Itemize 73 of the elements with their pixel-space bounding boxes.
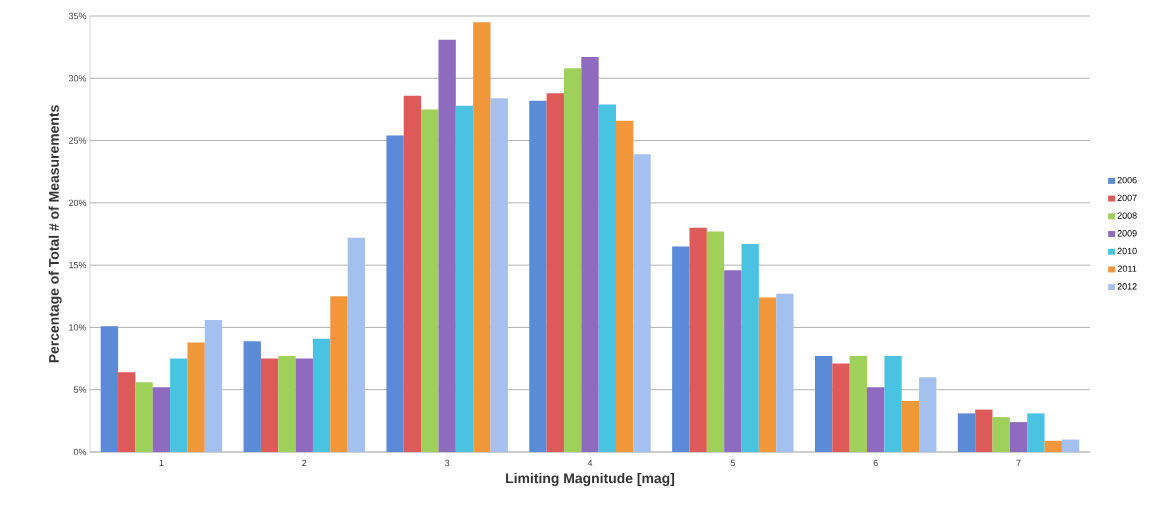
bar [758, 297, 777, 452]
y-tick-label: 0% [73, 448, 87, 456]
bar [347, 237, 365, 452]
bar [403, 95, 422, 452]
bar [849, 356, 868, 452]
bar [438, 39, 456, 452]
legend-label: 2006 [1117, 176, 1137, 184]
bar [295, 358, 313, 452]
bar [867, 387, 885, 452]
bar [616, 120, 634, 452]
bar [581, 57, 599, 452]
bar [100, 326, 119, 452]
bar [776, 293, 794, 452]
bar [832, 363, 850, 452]
bar [243, 341, 261, 452]
bar [672, 246, 690, 452]
legend-label: 2008 [1117, 212, 1137, 219]
bar [546, 93, 564, 452]
bar [724, 270, 742, 452]
bar [312, 338, 331, 452]
bar [598, 104, 617, 452]
x-tick-label: 7 [1016, 459, 1021, 466]
bar [152, 387, 171, 452]
legend-label: 2010 [1117, 247, 1137, 255]
bar [884, 356, 902, 452]
bar [187, 342, 205, 452]
bar [490, 98, 508, 452]
x-tick-label: 5 [730, 459, 735, 467]
legend-label: 2009 [1117, 230, 1137, 237]
bar [975, 409, 993, 452]
bar [563, 68, 582, 452]
bar [1061, 439, 1080, 452]
bar [1009, 422, 1028, 452]
bar [118, 372, 136, 452]
bar [689, 227, 707, 452]
bar [957, 413, 976, 452]
legend-label: 2012 [1117, 283, 1137, 290]
x-tick-label: 4 [587, 459, 593, 466]
bar [741, 243, 759, 452]
legend-label: 2011 [1117, 265, 1137, 272]
bar [421, 109, 439, 452]
bar [135, 382, 153, 452]
bar [814, 356, 833, 452]
y-tick-label: 10% [69, 324, 87, 331]
bar [455, 105, 474, 452]
y-axis-title: Percentage of Total # of Measurements [48, 105, 62, 363]
bar [706, 231, 725, 452]
y-tick-label: 15% [69, 261, 87, 269]
bar [992, 417, 1010, 452]
x-tick-label: 6 [873, 459, 878, 467]
bar [204, 319, 223, 452]
bar [901, 400, 920, 452]
bar [919, 377, 937, 452]
bar [529, 100, 547, 452]
legend-label: 2007 [1117, 194, 1137, 202]
x-tick-label: 2 [302, 459, 307, 467]
bar [170, 358, 188, 452]
y-tick-label: 20% [68, 199, 87, 207]
bar [1027, 413, 1045, 452]
x-tick-label: 1 [159, 459, 164, 466]
y-tick-label: 5% [73, 386, 87, 393]
x-tick-label: 3 [444, 459, 450, 467]
x-axis-title: Limiting Magnitude [mag] [506, 472, 675, 487]
bar [1044, 440, 1062, 452]
y-tick-label: 30% [68, 75, 87, 82]
y-tick-label: 35% [68, 12, 87, 20]
bar [473, 22, 491, 452]
bar [386, 135, 404, 452]
y-tick-label: 25% [68, 137, 87, 144]
bar [278, 356, 296, 452]
bar [633, 154, 651, 452]
bar [330, 296, 348, 452]
bar [260, 358, 279, 452]
